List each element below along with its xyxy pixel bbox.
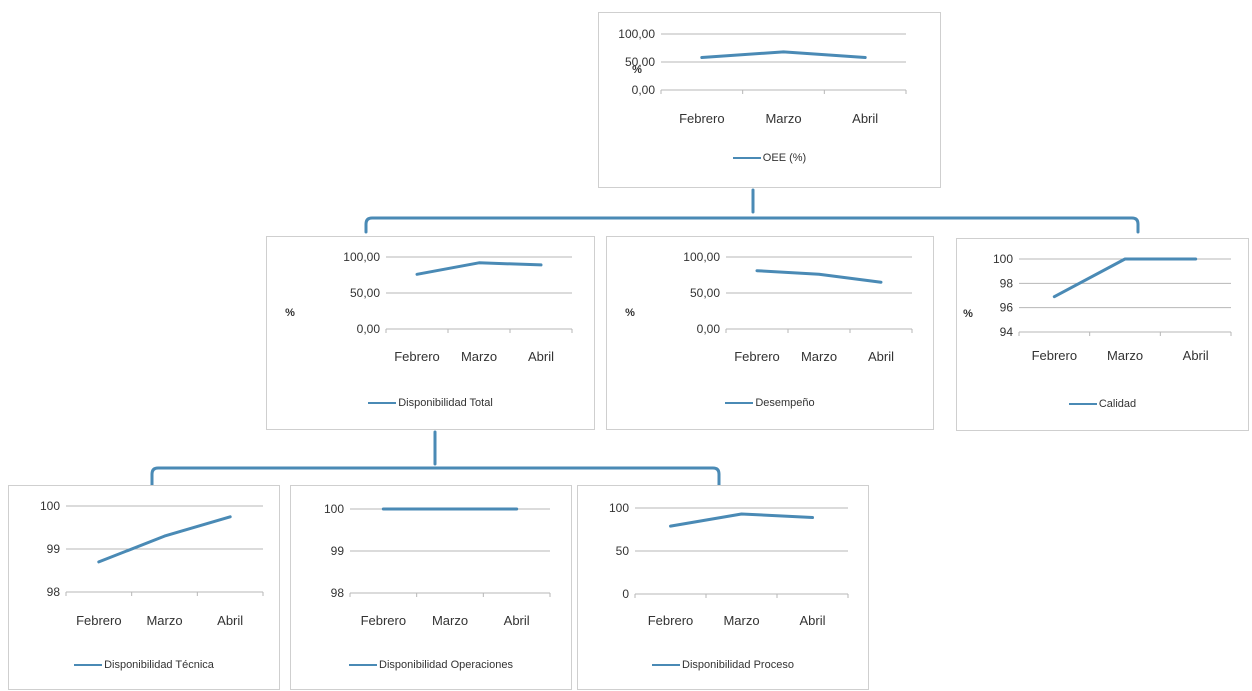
y-tick-label: 0,00 [357, 322, 381, 336]
chart-legend: Calidad [957, 398, 1248, 410]
series-line [97, 515, 232, 564]
y-tick-label: 100 [609, 501, 629, 515]
chart-legend: Disponibilidad Técnica [9, 659, 279, 671]
x-tick-label: Marzo [1107, 348, 1143, 363]
chart-legend: Disponibilidad Operaciones [291, 659, 571, 671]
chart-panel-disponibilidad-tecnica: 100 99 98 Febrero Marzo Abril Disponibilidad T… [8, 485, 280, 690]
x-tick-label: Febrero [734, 349, 780, 364]
y-tick-label: 50 [616, 544, 630, 558]
legend-swatch [1068, 403, 1097, 406]
chart-legend: Disponibilidad Proceso [578, 659, 868, 671]
connector-segment [364, 216, 1140, 234]
legend-label: OEE (%) [762, 152, 807, 165]
legend-label: Disponibilidad Total [398, 397, 493, 410]
legend-label: Disponibilidad Proceso [682, 659, 794, 672]
x-tick-label: Febrero [648, 613, 694, 628]
x-tick-label: Marzo [432, 613, 468, 628]
x-tick-label: Abril [528, 349, 554, 364]
x-tick-label: Abril [1183, 348, 1209, 363]
line-chart: 100 98 96 94 Febrero Marzo Abril% [963, 252, 1232, 363]
chart-panel-disponibilidad-operaciones: 100 99 98 Febrero Marzo Abril Disponibilidad O… [290, 485, 572, 690]
x-tick-label: Febrero [394, 349, 440, 364]
y-axis-label: % [963, 308, 973, 320]
chart-legend: Disponibilidad Total [267, 397, 594, 409]
y-tick-label: 0,00 [632, 83, 656, 97]
y-tick-label: 0 [622, 587, 629, 601]
series-line [755, 269, 883, 284]
legend-label: Disponibilidad Operaciones [379, 659, 513, 672]
legend-swatch [74, 664, 103, 667]
y-tick-label: 100,00 [618, 27, 655, 41]
y-tick-label: 0,00 [697, 322, 721, 336]
line-chart: 100 99 98 Febrero Marzo Abril [324, 502, 551, 628]
series-line [1052, 257, 1198, 299]
x-tick-label: Febrero [361, 613, 407, 628]
y-tick-label: 100 [993, 252, 1013, 266]
series-line [415, 261, 543, 276]
chart-panel-disponibilidad-proceso: 100 50 0 Febrero Marzo Abril Disponibilidad Pr… [577, 485, 869, 690]
y-tick-label: 50,00 [625, 55, 655, 69]
x-tick-label: Abril [799, 613, 825, 628]
y-tick-label: 98 [331, 586, 345, 600]
y-tick-label: 96 [1000, 301, 1014, 315]
legend-label: Calidad [1098, 398, 1137, 411]
chart-panel-calidad: 100 98 96 94 Febrero Marzo Abril% Calidad [956, 238, 1249, 431]
x-tick-label: Abril [868, 349, 894, 364]
y-axis-label: % [285, 307, 295, 319]
y-tick-label: 99 [47, 542, 61, 556]
connector-segment [150, 466, 721, 492]
x-tick-label: Febrero [1032, 348, 1078, 363]
y-tick-label: 100,00 [343, 250, 380, 264]
y-tick-label: 50,00 [690, 286, 720, 300]
line-chart: 100 50 0 Febrero Marzo Abril [609, 501, 849, 628]
line-chart: 100,00 50,00 0,00 Febrero Marzo Abril% [285, 250, 573, 364]
y-tick-label: 98 [1000, 276, 1014, 290]
y-axis-label: % [632, 64, 642, 76]
legend-swatch [732, 157, 761, 160]
x-tick-label: Marzo [146, 613, 182, 628]
x-tick-label: Abril [852, 111, 878, 126]
series-line [669, 512, 814, 528]
x-tick-label: Abril [504, 613, 530, 628]
legend-swatch [349, 664, 378, 667]
chart-panel-oee: 100,00 50,00 0,00 Febrero Marzo Abril% OEE (%) [598, 12, 941, 188]
x-tick-label: Marzo [765, 111, 801, 126]
legend-swatch [368, 402, 397, 405]
y-tick-label: 99 [331, 544, 345, 558]
x-tick-label: Marzo [801, 349, 837, 364]
legend-swatch [725, 402, 754, 405]
chart-legend: OEE (%) [599, 152, 940, 164]
chart-legend: Desempeño [607, 397, 933, 409]
x-tick-label: Marzo [461, 349, 497, 364]
x-tick-label: Abril [217, 613, 243, 628]
x-tick-label: Febrero [76, 613, 122, 628]
y-tick-label: 94 [1000, 325, 1014, 339]
y-tick-label: 100 [40, 499, 60, 513]
line-chart: 100 99 98 Febrero Marzo Abril [40, 499, 264, 628]
y-axis-label: % [625, 307, 635, 319]
x-tick-label: Marzo [723, 613, 759, 628]
y-tick-label: 50,00 [350, 286, 380, 300]
y-tick-label: 100 [324, 502, 344, 516]
chart-panel-desempeno: 100,00 50,00 0,00 Febrero Marzo Abril% Desempe… [606, 236, 934, 430]
line-chart: 100,00 50,00 0,00 Febrero Marzo Abril% [618, 27, 907, 126]
legend-label: Disponibilidad Técnica [104, 659, 214, 672]
legend-label: Desempeño [755, 397, 815, 410]
legend-swatch [652, 664, 681, 667]
chart-panel-disponibilidad-total: 100,00 50,00 0,00 Febrero Marzo Abril% Disponi… [266, 236, 595, 430]
line-chart: 100,00 50,00 0,00 Febrero Marzo Abril% [625, 250, 913, 364]
y-tick-label: 98 [47, 585, 61, 599]
series-line [700, 50, 867, 59]
x-tick-label: Febrero [679, 111, 725, 126]
y-tick-label: 100,00 [683, 250, 720, 264]
